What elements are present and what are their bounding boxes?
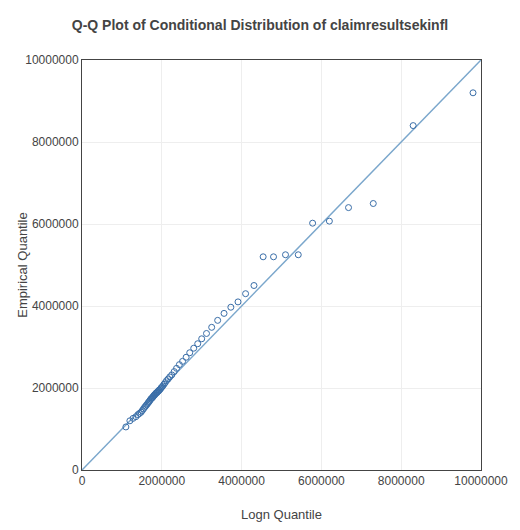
svg-text:6000000: 6000000 xyxy=(32,217,79,231)
svg-text:10000000: 10000000 xyxy=(454,474,508,488)
svg-text:4000000: 4000000 xyxy=(32,299,79,313)
svg-text:0: 0 xyxy=(79,474,86,488)
svg-text:Q-Q Plot of Conditional Distri: Q-Q Plot of Conditional Distribution of … xyxy=(72,17,448,33)
svg-text:8000000: 8000000 xyxy=(32,135,79,149)
svg-text:4000000: 4000000 xyxy=(218,474,265,488)
svg-text:2000000: 2000000 xyxy=(138,474,185,488)
svg-text:8000000: 8000000 xyxy=(378,474,425,488)
svg-text:Empirical Quantile: Empirical Quantile xyxy=(15,212,30,318)
svg-text:Logn Quantile: Logn Quantile xyxy=(241,507,322,522)
svg-text:2000000: 2000000 xyxy=(32,381,79,395)
svg-text:10000000: 10000000 xyxy=(25,53,79,67)
svg-text:6000000: 6000000 xyxy=(298,474,345,488)
svg-text:0: 0 xyxy=(72,463,79,477)
